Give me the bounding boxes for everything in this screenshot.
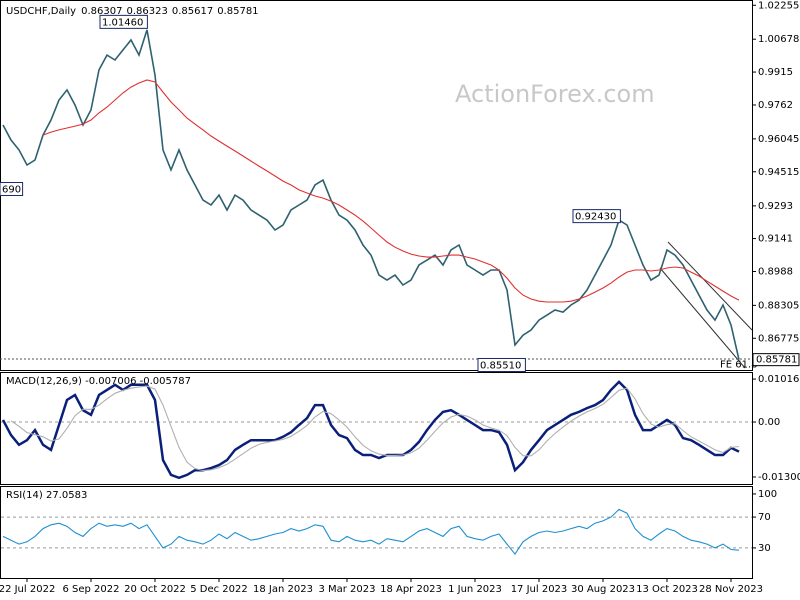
x-tick-label: 30 Aug 2023 [571, 584, 635, 595]
x-tick-label: 22 Jul 2022 [0, 584, 55, 595]
x-tick-label: 1 Jun 2023 [448, 584, 502, 595]
title: USDCHF,Daily [6, 6, 76, 17]
y-tick-label: -0.013006 [758, 472, 800, 483]
series-line [1, 380, 740, 480]
x-tick-label: 17 Jul 2023 [511, 584, 568, 595]
y-tick-label: 100 [758, 489, 777, 500]
y-tick-label: 0.9293 [758, 201, 793, 212]
price-panel [0, 0, 753, 371]
low: 0.85617 [172, 6, 213, 17]
series-line [2, 29, 740, 360]
y-tick-label: 0.00 [758, 417, 780, 428]
y-tick-label: 0.94515 [758, 167, 799, 178]
x-tick-label: 5 Dec 2022 [190, 584, 248, 595]
open: 0.86307 [81, 6, 122, 17]
last-price-box [752, 353, 800, 367]
annotation: FE 61.8 [720, 359, 758, 370]
watermark: ActionForex.com [455, 80, 655, 108]
x-tick-label: 28 Nov 2023 [699, 584, 763, 595]
annotation: 690 [2, 185, 21, 196]
close: 0.85781 [217, 6, 258, 17]
high: 0.86323 [126, 6, 167, 17]
x-tick-label: 3 Mar 2023 [318, 584, 375, 595]
y-tick-label: 0.8988 [758, 266, 793, 277]
annotation: 1.01460 [102, 17, 143, 28]
y-tick-label: 30 [758, 543, 771, 554]
series-line [2, 508, 740, 556]
price-header: USDCHF,Daily 0.86307 0.86323 0.85617 0.85781 [6, 6, 259, 17]
macd-title: MACD(12,26,9) -0.007006 -0.005787 [6, 376, 191, 387]
rsi-title: RSI(14) 27.0583 [6, 490, 87, 501]
y-tick-label: 70 [758, 512, 771, 523]
y-tick-label: 0.9915 [758, 67, 793, 78]
series-line [42, 79, 740, 303]
series-line [10, 385, 740, 472]
channel-line [667, 241, 753, 331]
annotation: 0.92430 [575, 212, 616, 223]
y-tick-label: 0.010166 [758, 374, 800, 385]
y-tick-label: 1.02255 [758, 0, 799, 11]
y-tick-label: 0.88305 [758, 300, 799, 311]
y-tick-label: 0.96045 [758, 134, 799, 145]
rsi-panel [0, 486, 753, 579]
x-tick-label: 13 Oct 2023 [636, 584, 698, 595]
y-tick-label: 0.9762 [758, 100, 793, 111]
channel-line [659, 267, 746, 369]
x-tick-label: 18 Apr 2023 [380, 584, 442, 595]
annotation-box [99, 14, 148, 29]
annotation-box [0, 182, 24, 197]
x-tick-label: 6 Sep 2022 [62, 584, 119, 595]
macd-panel [0, 372, 753, 485]
y-tick-label: 1.00678 [758, 34, 799, 45]
x-tick-label: 20 Oct 2022 [124, 584, 186, 595]
annotation: 0.85510 [480, 360, 521, 371]
x-tick-label: 18 Jan 2023 [253, 584, 313, 595]
y-tick-label: 0.9141 [758, 234, 793, 245]
annotation-box [477, 357, 526, 372]
annotation-box [572, 209, 621, 224]
y-tick-label: 0.86775 [758, 333, 799, 344]
last-price: 0.85781 [756, 355, 797, 366]
